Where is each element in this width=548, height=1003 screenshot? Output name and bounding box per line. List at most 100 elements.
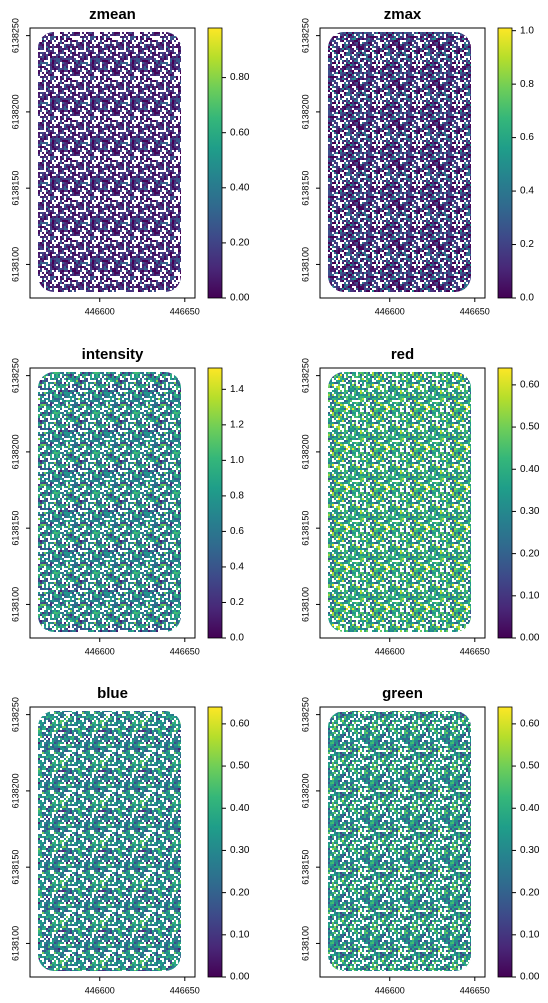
colorbar-tick-label: 0.30 bbox=[520, 845, 540, 856]
y-tick-label: 6138250 bbox=[10, 18, 20, 53]
colorbar bbox=[497, 367, 513, 639]
y-tick-label: 6138150 bbox=[300, 850, 310, 885]
plot-frame bbox=[29, 27, 196, 299]
raster-area bbox=[38, 711, 181, 971]
colorbar-tick-label: 0.00 bbox=[520, 633, 540, 644]
x-tick-label: 446650 bbox=[170, 985, 200, 995]
raster-area bbox=[328, 372, 471, 632]
colorbar-tick-label: 0.8 bbox=[230, 491, 244, 502]
y-tick-label: 6138200 bbox=[10, 434, 20, 469]
raster-area bbox=[328, 32, 471, 292]
x-tick-label: 446650 bbox=[170, 306, 200, 316]
x-tick-label: 446600 bbox=[85, 306, 115, 316]
colorbar-tick-label: 0.4 bbox=[230, 562, 244, 573]
y-tick-label: 6138250 bbox=[300, 18, 310, 53]
colorbar-tick-label: 0.20 bbox=[230, 887, 250, 898]
x-tick-label: 446600 bbox=[85, 985, 115, 995]
y-tick-label: 6138200 bbox=[10, 94, 20, 129]
colorbar-tick-label: 0.40 bbox=[520, 803, 540, 814]
colorbar-tick-label: 0.60 bbox=[230, 127, 250, 138]
colorbar-tick-label: 0.10 bbox=[520, 929, 540, 940]
colorbar-tick-label: 0.60 bbox=[520, 380, 540, 391]
colorbar bbox=[207, 27, 223, 299]
x-tick-label: 446650 bbox=[460, 306, 490, 316]
colorbar-tick-label: 0.20 bbox=[520, 548, 540, 559]
colorbar-tick-label: 0.0 bbox=[520, 293, 534, 304]
colorbar-tick-label: 0.10 bbox=[520, 590, 540, 601]
y-tick-label: 6138150 bbox=[300, 171, 310, 206]
y-tick-label: 6138150 bbox=[300, 511, 310, 546]
y-tick-label: 6138200 bbox=[300, 773, 310, 808]
colorbar-tick-label: 0.80 bbox=[230, 72, 250, 83]
panel-title: intensity bbox=[82, 346, 144, 363]
y-tick-label: 6138150 bbox=[10, 850, 20, 885]
y-tick-label: 6138100 bbox=[300, 247, 310, 282]
colorbar-tick-label: 0.6 bbox=[230, 526, 244, 537]
y-tick-label: 6138100 bbox=[300, 926, 310, 961]
raster-area bbox=[38, 32, 181, 292]
y-tick-label: 6138250 bbox=[10, 697, 20, 732]
colorbar-tick-label: 0.4 bbox=[520, 186, 534, 197]
colorbar-tick-label: 0.2 bbox=[520, 239, 534, 250]
x-tick-label: 446650 bbox=[460, 985, 490, 995]
plot-frame bbox=[319, 27, 486, 299]
colorbar-tick-label: 0.8 bbox=[520, 79, 534, 90]
colorbar-tick-label: 0.00 bbox=[520, 972, 540, 983]
plot-frame bbox=[29, 367, 196, 639]
colorbar-tick-label: 0.00 bbox=[230, 293, 250, 304]
panel-title: red bbox=[391, 346, 414, 363]
colorbar-tick-label: 1.0 bbox=[230, 455, 244, 466]
raster-area bbox=[38, 372, 181, 632]
y-tick-label: 6138100 bbox=[300, 587, 310, 622]
colorbar-tick-label: 0.0 bbox=[230, 633, 244, 644]
colorbar-tick-label: 0.6 bbox=[520, 132, 534, 143]
colorbar-tick-label: 0.40 bbox=[520, 464, 540, 475]
colorbar-tick-label: 1.2 bbox=[230, 419, 244, 430]
colorbar-tick-label: 1.4 bbox=[230, 384, 244, 395]
colorbar-tick-label: 0.40 bbox=[230, 803, 250, 814]
plot-frame bbox=[29, 706, 196, 978]
raster-area bbox=[328, 711, 471, 971]
panel-title: zmean bbox=[89, 6, 136, 23]
colorbar-tick-label: 0.30 bbox=[230, 845, 250, 856]
y-tick-label: 6138250 bbox=[300, 358, 310, 393]
y-tick-label: 6138100 bbox=[10, 587, 20, 622]
colorbar bbox=[497, 27, 513, 299]
y-tick-label: 6138250 bbox=[10, 358, 20, 393]
plot-frame bbox=[319, 706, 486, 978]
panel-title: green bbox=[382, 685, 423, 702]
x-tick-label: 446650 bbox=[170, 646, 200, 656]
y-tick-label: 6138250 bbox=[300, 697, 310, 732]
x-tick-label: 446600 bbox=[375, 985, 405, 995]
x-tick-label: 446600 bbox=[375, 646, 405, 656]
y-tick-label: 6138150 bbox=[10, 511, 20, 546]
colorbar-tick-label: 0.2 bbox=[230, 597, 244, 608]
y-tick-label: 6138200 bbox=[300, 94, 310, 129]
plot-frame bbox=[319, 367, 486, 639]
y-tick-label: 6138100 bbox=[10, 926, 20, 961]
colorbar-tick-label: 0.50 bbox=[230, 761, 250, 772]
colorbar-tick-label: 0.60 bbox=[230, 719, 250, 730]
colorbar-tick-label: 0.50 bbox=[520, 761, 540, 772]
colorbar-tick-label: 0.20 bbox=[520, 887, 540, 898]
colorbar bbox=[207, 367, 223, 639]
y-tick-label: 6138200 bbox=[10, 773, 20, 808]
colorbar bbox=[497, 706, 513, 978]
colorbar-tick-label: 0.30 bbox=[520, 506, 540, 517]
colorbar-tick-label: 0.50 bbox=[520, 422, 540, 433]
x-tick-label: 446650 bbox=[460, 646, 490, 656]
x-tick-label: 446600 bbox=[375, 306, 405, 316]
colorbar-tick-label: 1.0 bbox=[520, 25, 534, 36]
y-tick-label: 6138150 bbox=[10, 171, 20, 206]
x-tick-label: 446600 bbox=[85, 646, 115, 656]
colorbar-tick-label: 0.60 bbox=[520, 719, 540, 730]
colorbar-tick-label: 0.00 bbox=[230, 972, 250, 983]
y-tick-label: 6138200 bbox=[300, 434, 310, 469]
colorbar-tick-label: 0.20 bbox=[230, 238, 250, 249]
colorbar bbox=[207, 706, 223, 978]
colorbar-tick-label: 0.40 bbox=[230, 182, 250, 193]
panel-title: zmax bbox=[384, 6, 422, 23]
colorbar-tick-label: 0.10 bbox=[230, 929, 250, 940]
panel-title: blue bbox=[97, 685, 128, 702]
